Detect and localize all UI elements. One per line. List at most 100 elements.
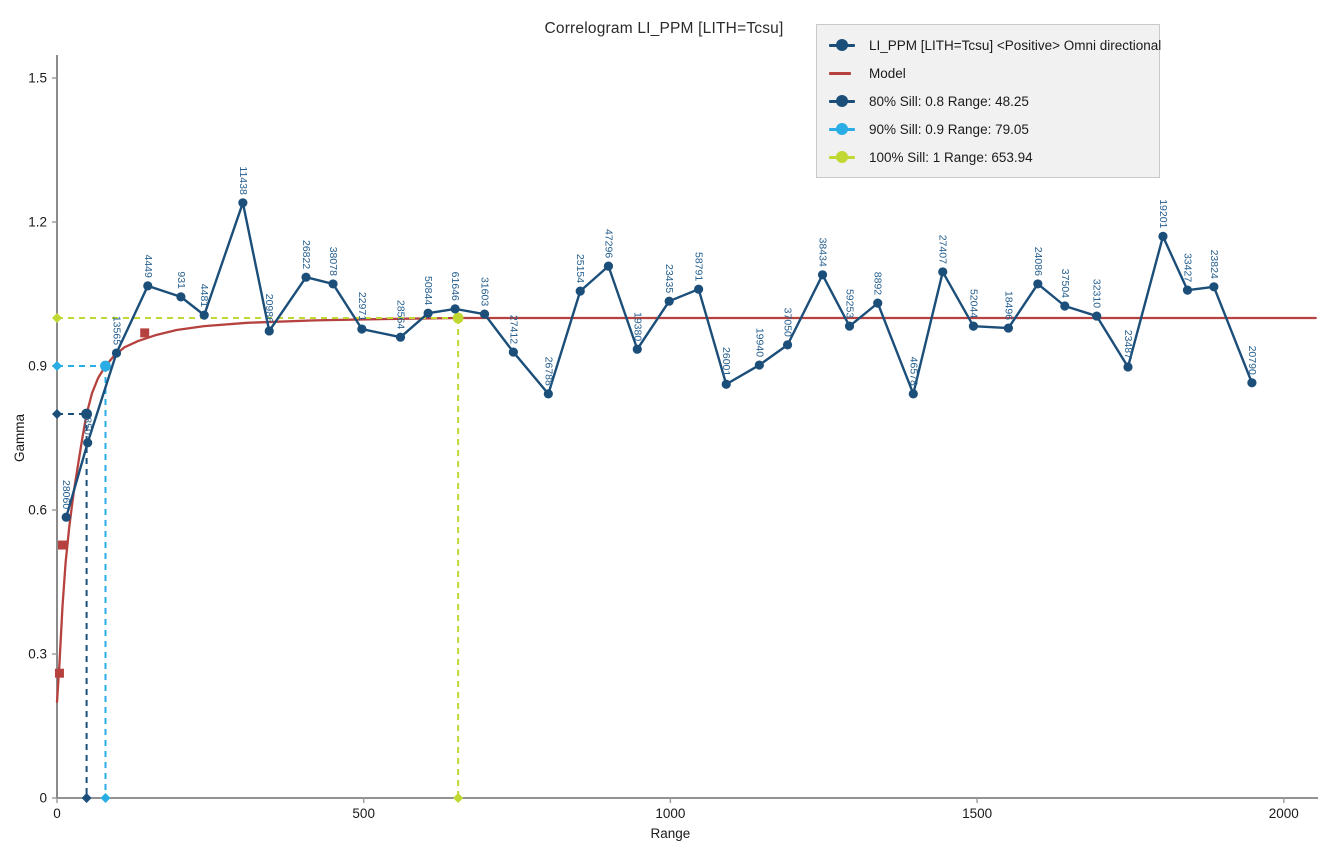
point-pair-count-label: 33427 [1181,253,1193,282]
point-pair-count-label: 47296 [602,229,614,258]
x-tick-label: 0 [53,806,61,821]
x-tick-label: 2000 [1269,806,1299,821]
x-tick-label: 1000 [655,806,685,821]
point-pair-count-label: 19940 [753,328,765,357]
legend-item-label: Model [869,65,906,81]
y-tick-label: 0 [39,791,47,806]
series-point[interactable] [199,310,209,320]
point-pair-count-label: 37050 [782,308,794,337]
point-pair-count-label: 19380 [631,312,643,341]
series-point[interactable] [603,261,614,271]
point-pair-count-label: 24086 [1032,247,1044,276]
legend-line-circle-icon [829,150,863,164]
legend-item[interactable]: 100% Sill: 1 Range: 653.94 [829,143,1147,171]
series-point[interactable] [1092,311,1102,321]
series-point[interactable] [844,321,855,331]
legend-item-label: 90% Sill: 0.9 Range: 79.05 [869,121,1029,137]
point-pair-count-label: 27412 [507,315,519,344]
series-point[interactable] [61,512,71,522]
series-point[interactable] [543,389,553,399]
series-point[interactable] [328,279,338,289]
series-point[interactable] [694,284,704,294]
series-point[interactable] [754,360,764,370]
series-point[interactable] [1158,231,1168,241]
model-square-marker [54,668,64,678]
model-square-marker [58,540,68,550]
series-point[interactable] [423,308,433,318]
sill-100%-base-marker [453,793,464,803]
series-point[interactable] [357,324,367,334]
sill-100%-axis-marker [52,313,62,323]
point-pair-count-label: 18496 [1002,291,1014,320]
sill-90%-axis-marker [52,361,62,371]
point-pair-count-label: 20986 [263,294,275,323]
series-point[interactable] [1003,323,1013,333]
sill-90%-point [100,360,111,372]
y-axis-title: Gamma [12,414,27,463]
series-point[interactable] [908,389,918,399]
series-point[interactable] [664,296,674,306]
series-point[interactable] [1182,285,1193,295]
x-tick-label: 1500 [962,806,992,821]
point-pair-count-label: 28564 [395,300,407,329]
y-tick-label: 0.6 [28,503,47,518]
point-pair-count-label: 13565 [110,316,122,345]
series-point[interactable] [782,340,793,350]
point-pair-count-label: 23435 [663,264,675,293]
series-point[interactable] [938,267,948,277]
series-point[interactable] [176,292,186,302]
series-point[interactable] [968,321,979,331]
sill-80%-axis-marker [52,409,62,419]
point-pair-count-label: 25154 [574,254,586,283]
series-point[interactable] [83,438,93,448]
legend-box: LI_PPM [LITH=Tcsu] <Positive> Omni direc… [816,24,1161,178]
point-pair-count-label: 31603 [479,277,491,306]
series-point[interactable] [1033,279,1043,289]
series-point[interactable] [1209,282,1219,292]
point-pair-count-label: 59253 [844,289,856,318]
legend-item-label: 100% Sill: 1 Range: 653.94 [869,149,1033,165]
series-point[interactable] [395,332,406,342]
legend-item[interactable]: Model [829,59,1147,87]
point-pair-count-label: 26788 [542,357,554,386]
series-point[interactable] [264,326,274,336]
series-point[interactable] [632,344,642,354]
series-point[interactable] [143,281,153,291]
point-pair-count-label: 8892 [872,272,884,296]
series-line [65,201,1254,518]
series-point[interactable] [1247,378,1257,388]
series-point[interactable] [575,286,585,296]
point-pair-count-label: 22971 [356,292,368,321]
series-point[interactable] [1060,301,1070,311]
point-pair-count-label: 52044 [967,289,979,318]
sill-100%-point [452,312,464,324]
series-point[interactable] [450,304,460,314]
legend-item[interactable]: 80% Sill: 0.8 Range: 48.25 [829,87,1147,115]
y-tick-label: 1.5 [28,71,47,86]
legend-item-label: LI_PPM [LITH=Tcsu] <Positive> Omni direc… [869,37,1162,53]
point-pair-count-label: 20790 [1246,346,1258,375]
legend-line-icon [829,66,863,80]
point-pair-count-label: 38434 [817,238,829,267]
series-point[interactable] [721,379,731,389]
series-point[interactable] [479,309,490,319]
point-pair-count-label: 26001 [720,347,732,376]
point-pair-count-label: 26822 [300,240,312,269]
series-point[interactable] [111,348,122,358]
series-point[interactable] [301,272,311,282]
series-point[interactable] [873,298,883,308]
model-square-marker [140,328,150,338]
legend-item[interactable]: LI_PPM [LITH=Tcsu] <Positive> Omni direc… [829,31,1161,59]
point-pair-count-label: 27407 [937,235,949,264]
series-point[interactable] [508,347,518,357]
point-pair-count-label: 58791 [693,252,705,281]
series-point[interactable] [238,198,248,208]
legend-item[interactable]: 90% Sill: 0.9 Range: 79.05 [829,115,1147,143]
series-point[interactable] [1123,362,1133,372]
series-point[interactable] [817,270,828,280]
legend-line-circle-icon [829,122,863,136]
point-pair-count-label: 931 [175,271,187,289]
point-pair-count-label: 28060 [60,480,72,509]
